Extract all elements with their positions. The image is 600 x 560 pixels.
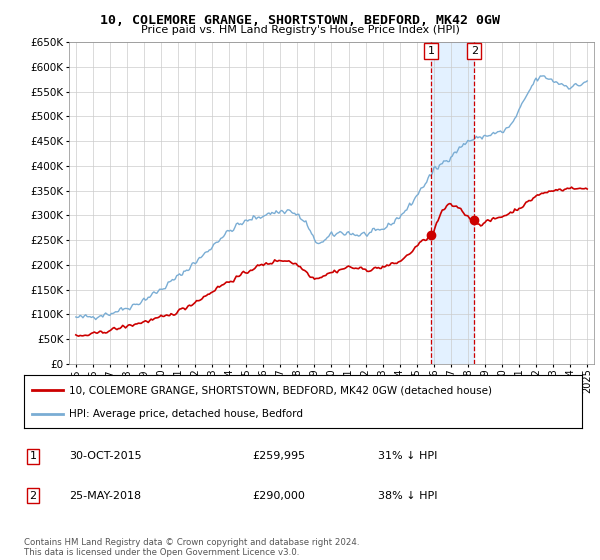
- Text: 25-MAY-2018: 25-MAY-2018: [69, 491, 141, 501]
- Text: 10, COLEMORE GRANGE, SHORTSTOWN, BEDFORD, MK42 0GW: 10, COLEMORE GRANGE, SHORTSTOWN, BEDFORD…: [100, 14, 500, 27]
- Text: 30-OCT-2015: 30-OCT-2015: [69, 451, 142, 461]
- Bar: [431, 42, 475, 364]
- Text: £290,000: £290,000: [252, 491, 305, 501]
- Text: 2: 2: [471, 46, 478, 56]
- Text: 1: 1: [29, 451, 37, 461]
- Text: £259,995: £259,995: [252, 451, 305, 461]
- Text: 10, COLEMORE GRANGE, SHORTSTOWN, BEDFORD, MK42 0GW (detached house): 10, COLEMORE GRANGE, SHORTSTOWN, BEDFORD…: [68, 385, 491, 395]
- Text: Price paid vs. HM Land Registry's House Price Index (HPI): Price paid vs. HM Land Registry's House …: [140, 25, 460, 35]
- Text: 1: 1: [427, 46, 434, 56]
- Text: Contains HM Land Registry data © Crown copyright and database right 2024.
This d: Contains HM Land Registry data © Crown c…: [24, 538, 359, 557]
- Text: 31% ↓ HPI: 31% ↓ HPI: [378, 451, 437, 461]
- Text: 2: 2: [29, 491, 37, 501]
- Text: 38% ↓ HPI: 38% ↓ HPI: [378, 491, 437, 501]
- Text: HPI: Average price, detached house, Bedford: HPI: Average price, detached house, Bedf…: [68, 408, 302, 418]
